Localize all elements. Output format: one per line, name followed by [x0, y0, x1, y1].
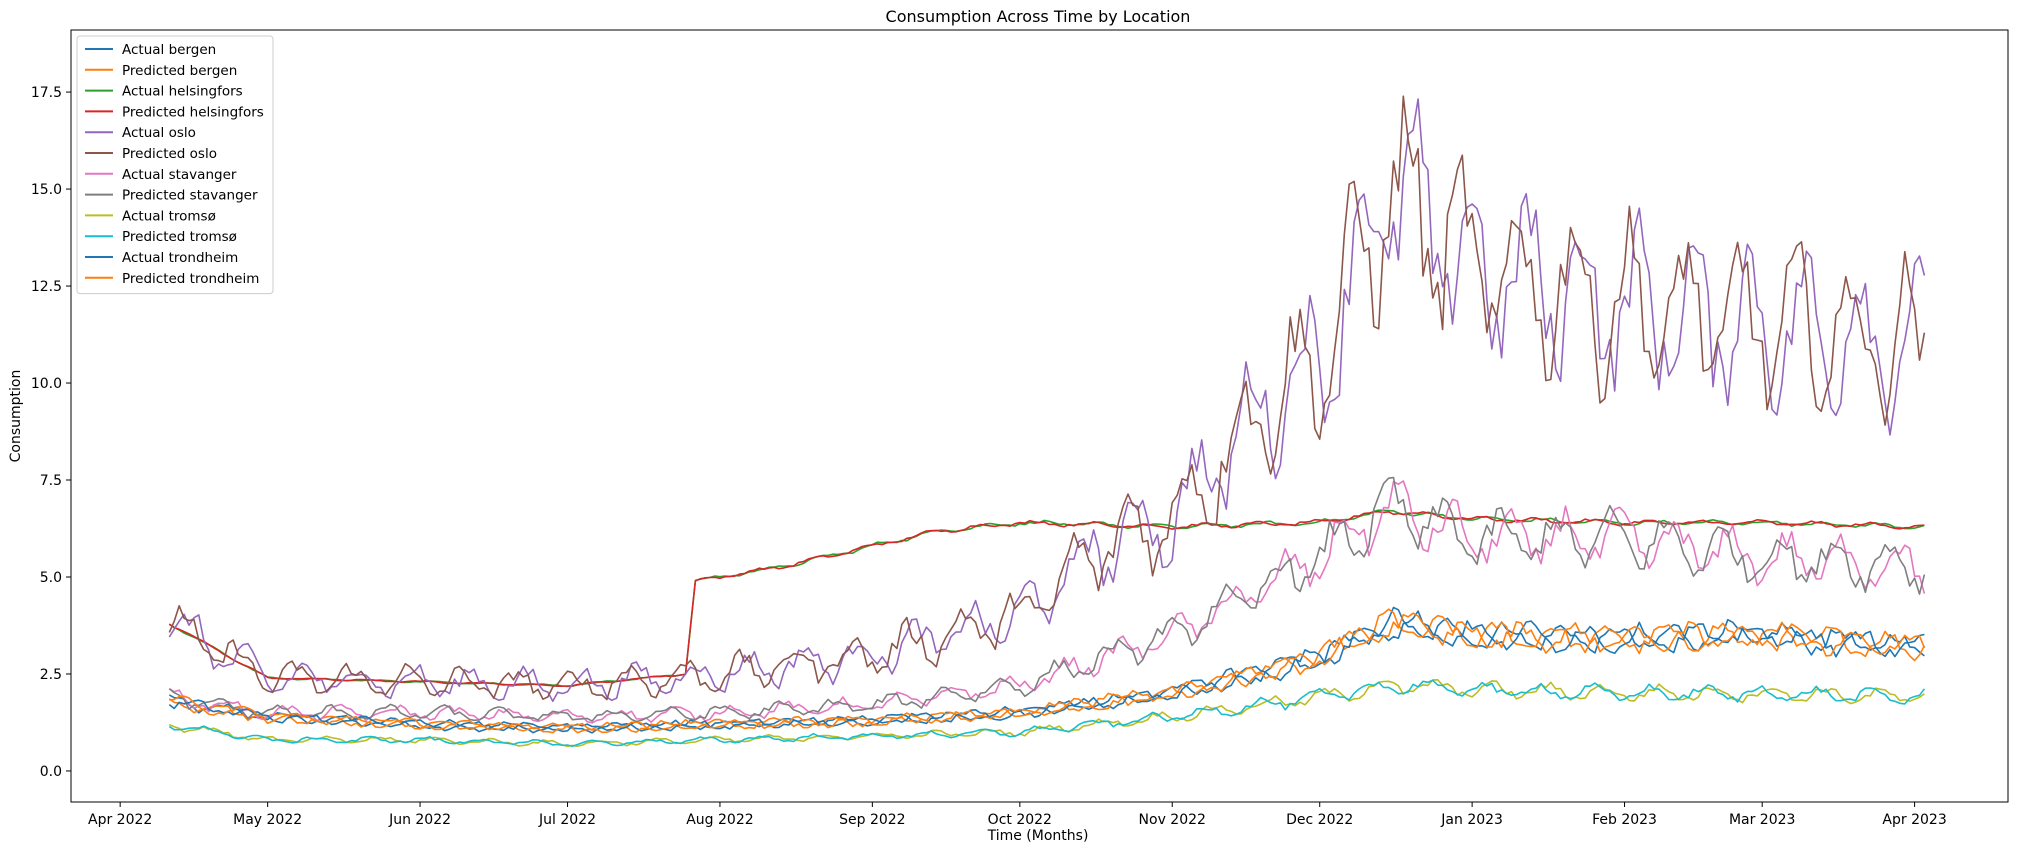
y-tick-label: 15.0	[31, 182, 62, 198]
x-tick-label: Mar 2023	[1729, 812, 1796, 828]
y-tick-label: 17.5	[31, 85, 62, 101]
plot-frame	[70, 29, 2009, 803]
x-tick-label: Sep 2022	[839, 812, 905, 828]
x-tick-label: Nov 2022	[1139, 812, 1206, 828]
x-tick-label: Dec 2022	[1286, 812, 1353, 828]
y-tick-label: 7.5	[40, 473, 62, 489]
chart-title: Consumption Across Time by Location	[886, 7, 1191, 26]
series-line-predicted-oslo	[168, 95, 1926, 701]
x-tick-label: Apr 2023	[1882, 812, 1946, 828]
series-line-actual-stavanger	[168, 480, 1926, 724]
y-tick-label: 0.0	[40, 764, 62, 780]
legend-box	[76, 35, 274, 295]
series-line-predicted-trondheim	[169, 612, 1926, 734]
series-line-predicted-tromsø	[168, 679, 1926, 748]
legend-label: Actual helsingfors	[122, 84, 243, 100]
legend-label: Actual tromsø	[122, 208, 216, 224]
series-line-predicted-helsingfors	[168, 511, 1925, 687]
x-tick-label: Jan 2023	[1440, 812, 1503, 828]
legend-label: Predicted stavanger	[122, 188, 258, 204]
ticks-layer: Apr 2022 May 2022 Jun 2022 Jul 2022 Aug 2022…	[31, 85, 1947, 828]
series-line-actual-tromsø	[168, 679, 1925, 748]
y-axis-label: Consumption	[8, 370, 24, 463]
series-line-actual-oslo	[168, 98, 1926, 703]
x-tick-label: Aug 2022	[686, 812, 753, 828]
x-tick-label: Oct 2022	[988, 812, 1052, 828]
legend-label: Predicted tromsø	[122, 229, 237, 245]
x-tick-label: Feb 2023	[1592, 812, 1657, 828]
y-tick-label: 2.5	[40, 667, 62, 683]
legend: Actual bergen Predicted bergen Actual hels…	[76, 35, 274, 295]
series-line-predicted-stavanger	[168, 476, 1926, 723]
legend-label: Actual bergen	[122, 42, 216, 58]
legend-label: Actual trondheim	[122, 250, 238, 266]
legend-label: Predicted trondheim	[122, 271, 259, 287]
x-tick-label: Apr 2022	[88, 812, 152, 828]
legend-label: Predicted helsingfors	[122, 104, 264, 120]
x-tick-label: May 2022	[233, 812, 302, 828]
legend-label: Actual stavanger	[122, 167, 237, 183]
y-tick-label: 10.0	[31, 376, 62, 392]
x-tick-label: Jul 2022	[538, 812, 596, 828]
x-axis-label: Time (Months)	[987, 828, 1089, 844]
series-layer	[168, 95, 1926, 748]
legend-label: Predicted oslo	[122, 146, 217, 162]
series-line-predicted-bergen	[168, 608, 1926, 734]
legend-label: Predicted bergen	[122, 63, 237, 79]
series-line-actual-trondheim	[168, 610, 1925, 733]
legend-label: Actual oslo	[122, 125, 196, 141]
x-tick-label: Jun 2022	[388, 812, 451, 828]
y-tick-label: 12.5	[31, 279, 62, 295]
y-tick-label: 5.0	[40, 570, 62, 586]
